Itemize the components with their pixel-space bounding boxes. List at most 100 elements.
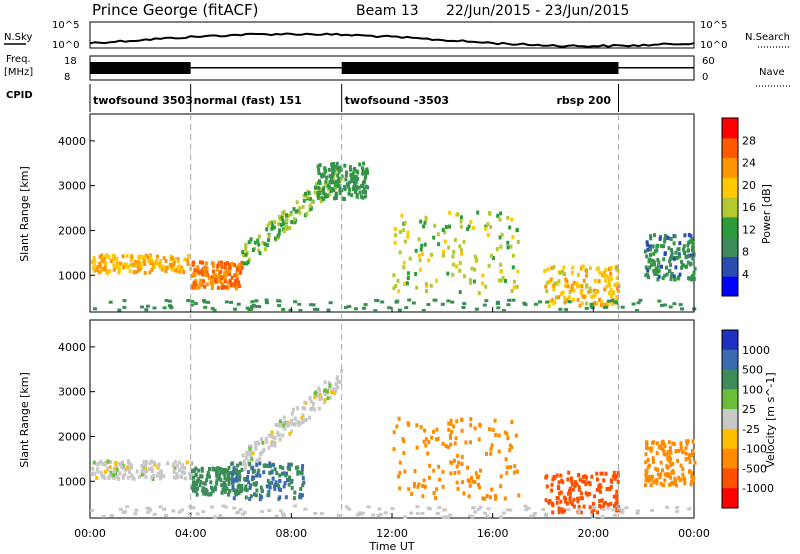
heat-cell-1-672 <box>449 418 453 423</box>
heat-cell-0-458 <box>320 174 324 179</box>
heat-cell-1-943 <box>671 480 675 485</box>
heat-cell-1-353 <box>327 385 331 390</box>
cpid-segment-label-3: rbsp 200 <box>557 94 612 107</box>
heat-cell-1-683 <box>447 427 451 432</box>
heat-cell-1-222 <box>215 470 219 475</box>
heat-cell-0-619 <box>481 273 485 278</box>
heat-cell-0-1029 <box>411 301 416 305</box>
heat-cell-0-635 <box>442 253 445 258</box>
heat-cell-1-1030 <box>133 512 138 516</box>
heat-cell-0-357 <box>292 217 296 222</box>
colorbar-0-swatch-5 <box>722 177 738 198</box>
heat-cell-1-483 <box>301 483 305 488</box>
heat-cell-0-570 <box>459 248 463 253</box>
heat-cell-0-374 <box>314 185 318 190</box>
heat-cell-1-154 <box>208 474 211 479</box>
heat-cell-0-740 <box>598 270 602 275</box>
heat-cell-0-860 <box>689 234 693 239</box>
heat-cell-1-926 <box>651 480 655 485</box>
heat-cell-0-147 <box>235 277 239 282</box>
heat-cell-1-217 <box>191 488 195 492</box>
program-change-lines <box>190 114 619 518</box>
heat-cell-0-456 <box>335 161 339 166</box>
heat-cell-0-80 <box>147 259 151 264</box>
heat-cell-0-624 <box>443 230 447 235</box>
colorbar-0-tick-1: 24 <box>742 157 756 170</box>
heat-cell-1-725 <box>568 486 572 491</box>
heat-cell-0-815 <box>605 284 609 289</box>
heat-cell-1-758 <box>566 477 570 482</box>
heat-cell-0-585 <box>430 252 433 257</box>
heat-cell-0-248 <box>229 283 233 288</box>
heat-cell-1-836 <box>608 487 612 492</box>
heat-cell-0-1055 <box>347 305 352 308</box>
heat-cell-1-102 <box>185 460 189 465</box>
heat-cell-1-165 <box>237 485 241 490</box>
heat-cell-1-477 <box>286 478 290 482</box>
heat-cell-1-563 <box>469 440 472 445</box>
heat-cell-1-451 <box>289 462 293 467</box>
heat-cell-1-511 <box>249 483 253 488</box>
heat-cell-1-436 <box>288 477 292 482</box>
heat-cell-0-120 <box>172 262 176 267</box>
heat-cell-1-785 <box>595 487 599 492</box>
heat-cell-1-470 <box>299 486 303 491</box>
heat-cell-1-872 <box>651 456 655 461</box>
heat-cell-0-594 <box>435 278 438 283</box>
heat-cell-0-608 <box>425 289 428 293</box>
heat-cell-1-343 <box>258 451 262 456</box>
heat-cell-0-857 <box>674 265 678 270</box>
heat-cell-0-31 <box>130 254 134 259</box>
heat-cell-0-786 <box>556 282 560 287</box>
heat-cell-0-794 <box>557 279 561 284</box>
heat-cell-1-120 <box>175 463 179 468</box>
heat-cell-0-346 <box>302 193 306 198</box>
heat-cell-1-469 <box>258 473 262 478</box>
heat-cell-1-515 <box>271 476 275 481</box>
heat-cell-0-675 <box>400 213 404 218</box>
heat-cell-0-991 <box>680 307 684 311</box>
heat-cell-1-318 <box>309 407 313 412</box>
heat-cell-0-968 <box>686 248 690 253</box>
heat-cell-1-568 <box>410 491 414 496</box>
heat-cell-1-210 <box>223 469 227 474</box>
heat-cell-1-125 <box>127 462 131 467</box>
heat-cell-0-1062 <box>495 300 500 304</box>
heat-cell-0-590 <box>452 249 456 254</box>
heat-cell-0-148 <box>202 279 206 284</box>
heat-cell-1-1022 <box>470 515 475 519</box>
heat-cell-1-684 <box>403 469 407 474</box>
heat-cell-0-884 <box>687 233 691 237</box>
heat-cell-1-887 <box>656 467 660 472</box>
heat-cell-0-1075 <box>496 306 501 310</box>
heat-cell-0-549 <box>344 177 348 182</box>
heat-cell-0-99 <box>146 255 150 260</box>
colorbar-1-swatch-8 <box>722 488 738 509</box>
heat-cell-1-441 <box>235 463 239 468</box>
heat-cell-0-870 <box>656 277 660 282</box>
heat-cell-1-666 <box>505 431 509 436</box>
heat-cell-1-1028 <box>415 505 420 509</box>
heat-cell-1-425 <box>275 471 279 476</box>
heat-cell-1-641 <box>499 474 503 479</box>
heat-cell-0-1002 <box>663 303 667 307</box>
heat-cell-1-134 <box>115 474 119 479</box>
heat-cell-1-305 <box>312 401 315 406</box>
heat-cell-0-444 <box>337 176 341 181</box>
x-tick-label-5: 20:00 <box>577 527 609 540</box>
heat-cell-1-322 <box>289 421 293 426</box>
heat-cell-1-859 <box>650 446 654 451</box>
heat-cell-1-924 <box>649 448 653 453</box>
heat-cell-0-336 <box>274 236 277 241</box>
heat-cell-1-1090 <box>473 510 478 514</box>
heat-cell-1-1034 <box>501 511 506 515</box>
heat-cell-0-691 <box>403 221 407 225</box>
heat-cell-0-136 <box>112 267 116 272</box>
heat-cell-0-545 <box>343 184 347 189</box>
heat-cell-0-638 <box>403 282 406 286</box>
heat-cell-0-294 <box>298 210 302 215</box>
heat-cell-0-420 <box>361 171 365 176</box>
heat-cell-1-711 <box>550 488 554 493</box>
colorbar-1-swatch-6 <box>722 448 738 469</box>
